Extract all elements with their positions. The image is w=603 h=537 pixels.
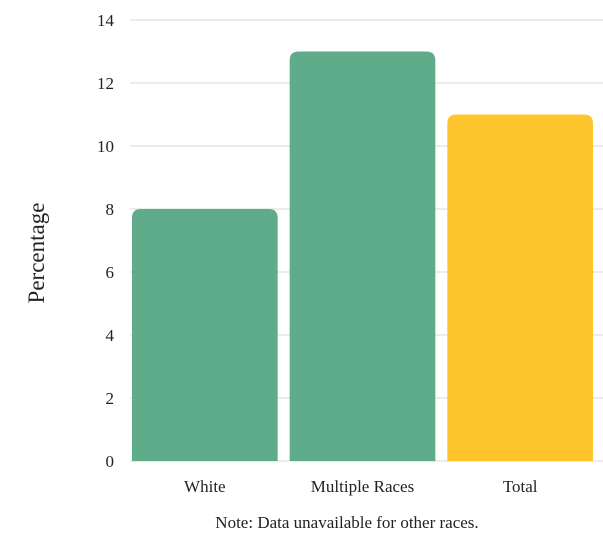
chart-note: Note: Data unavailable for other races.: [215, 513, 478, 532]
bar-total: [447, 115, 593, 462]
y-tick-label: 4: [106, 326, 115, 345]
y-tick-label: 14: [97, 11, 115, 30]
y-tick-label: 10: [97, 137, 114, 156]
y-tick-label: 2: [106, 389, 115, 408]
bars: [132, 52, 593, 462]
y-tick-label: 6: [106, 263, 115, 282]
x-tick-label: Total: [503, 477, 538, 496]
y-axis-label: Percentage: [24, 203, 49, 304]
y-tick-label: 8: [106, 200, 115, 219]
x-tick-label: White: [184, 477, 226, 496]
y-tick-label: 0: [106, 452, 115, 471]
bar-white: [132, 209, 278, 461]
y-axis-ticks: 0 2 4 6 8 10 12 14: [97, 11, 115, 471]
x-tick-label: Multiple Races: [311, 477, 414, 496]
bar-multiple-races: [290, 52, 436, 462]
y-tick-label: 12: [97, 74, 114, 93]
x-axis-ticks: White Multiple Races Total: [184, 477, 538, 496]
